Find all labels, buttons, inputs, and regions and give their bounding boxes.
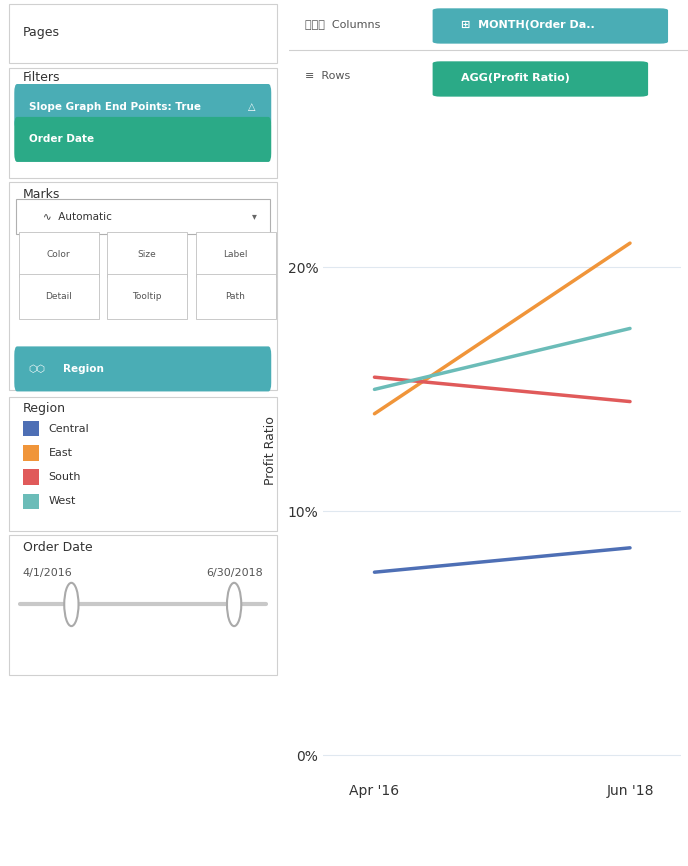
- Text: Color: Color: [47, 250, 70, 259]
- Text: Order Date: Order Date: [23, 540, 92, 554]
- Text: Tooltip: Tooltip: [132, 292, 162, 301]
- FancyBboxPatch shape: [8, 397, 277, 531]
- Text: Label: Label: [224, 250, 248, 259]
- Text: Size: Size: [138, 250, 156, 259]
- Text: Region: Region: [63, 364, 104, 374]
- Text: ⬡⬡: ⬡⬡: [29, 364, 45, 374]
- Text: Order Date: Order Date: [29, 134, 94, 145]
- Text: ⊞  MONTH(Order Da..: ⊞ MONTH(Order Da..: [460, 21, 594, 30]
- Text: 6/30/2018: 6/30/2018: [206, 568, 263, 578]
- Bar: [23, 421, 39, 436]
- Text: South: South: [49, 472, 81, 482]
- FancyBboxPatch shape: [8, 535, 277, 675]
- Text: West: West: [49, 496, 76, 507]
- FancyBboxPatch shape: [14, 117, 271, 162]
- FancyBboxPatch shape: [107, 274, 187, 319]
- FancyBboxPatch shape: [8, 182, 277, 390]
- Text: 4/1/2016: 4/1/2016: [23, 568, 73, 578]
- Circle shape: [227, 583, 241, 626]
- Text: Pages: Pages: [23, 25, 60, 39]
- Text: Region: Region: [23, 402, 66, 416]
- FancyBboxPatch shape: [8, 68, 277, 178]
- FancyBboxPatch shape: [19, 232, 98, 277]
- Text: ≡  Rows: ≡ Rows: [305, 71, 350, 81]
- Text: East: East: [49, 448, 72, 458]
- FancyBboxPatch shape: [14, 84, 271, 129]
- Bar: [23, 445, 39, 461]
- FancyBboxPatch shape: [433, 61, 648, 97]
- Text: Path: Path: [226, 292, 246, 301]
- Text: Central: Central: [49, 423, 89, 434]
- Text: Filters: Filters: [23, 71, 61, 85]
- FancyBboxPatch shape: [19, 274, 98, 319]
- Bar: [23, 494, 39, 509]
- FancyBboxPatch shape: [16, 199, 270, 234]
- Circle shape: [64, 583, 78, 626]
- Text: △: △: [248, 101, 255, 112]
- FancyBboxPatch shape: [8, 4, 277, 63]
- FancyBboxPatch shape: [107, 232, 187, 277]
- FancyBboxPatch shape: [433, 9, 668, 43]
- Text: ⫶⫶⫶  Columns: ⫶⫶⫶ Columns: [305, 19, 380, 29]
- FancyBboxPatch shape: [195, 274, 275, 319]
- Text: Slope Graph End Points: True: Slope Graph End Points: True: [29, 101, 201, 112]
- Bar: [23, 469, 39, 485]
- Y-axis label: Profit Ratio: Profit Ratio: [264, 416, 277, 485]
- Text: Marks: Marks: [23, 188, 61, 202]
- Text: ▾: ▾: [252, 211, 257, 222]
- Text: AGG(Profit Ratio): AGG(Profit Ratio): [460, 74, 570, 83]
- Text: ∿  Automatic: ∿ Automatic: [43, 211, 111, 222]
- FancyBboxPatch shape: [14, 346, 271, 391]
- Text: Detail: Detail: [45, 292, 72, 301]
- FancyBboxPatch shape: [195, 232, 275, 277]
